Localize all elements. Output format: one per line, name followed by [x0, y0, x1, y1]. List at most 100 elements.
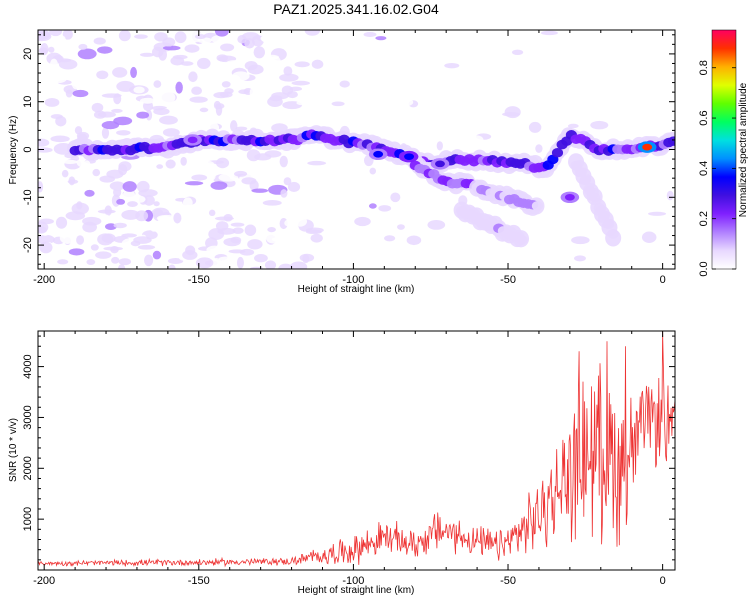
spectrogram-noise-cell: [118, 258, 132, 266]
spectrogram-noise-cell: [50, 72, 68, 84]
spectrogram-noise-cell: [438, 241, 450, 250]
spectrogram-noise-cell: [97, 111, 116, 118]
spectrogram-noise-cell: [294, 61, 310, 68]
spectrogram-noise-cell: [182, 197, 193, 209]
snr-x-tick-label: 0: [660, 575, 666, 587]
spectrogram-noise-cell: [188, 71, 198, 83]
figure-title: PAZ1.2025.341.16.02.G04: [273, 1, 439, 17]
spectrogram-noise-cell: [57, 259, 69, 265]
spectrogram-noise-cell: [133, 236, 152, 244]
spectrogram-noise-cell: [55, 216, 68, 229]
spectrogram-peak-core: [373, 150, 384, 158]
snr-x-tick-label: -50: [500, 575, 516, 587]
spectrogram-noise-cell: [133, 86, 145, 94]
spectrogram-noise-cell: [97, 46, 113, 54]
spectrogram-noise-cell: [291, 210, 310, 215]
spectrogram-noise-cell: [38, 138, 50, 147]
spectrogram-noise-cell: [378, 205, 392, 212]
spectrogram-noise-cell: [61, 169, 69, 178]
spectrogram-ridge-cell: [531, 201, 543, 211]
spectrogram-noise-cell: [44, 97, 60, 107]
spectrogram-noise-cell: [230, 222, 245, 227]
spectrogram-noise-cell: [184, 181, 204, 186]
spectrogram-ridge-cell: [589, 192, 601, 203]
spectrogram-noise-cell: [39, 241, 53, 254]
spectrogram-ridge-cell: [667, 136, 675, 146]
spectrogram-noise-cell: [38, 226, 47, 234]
spectrogram-x-axis: -200 -150 -100 -50 0: [33, 30, 666, 286]
spectrogram-noise-cell: [216, 54, 229, 62]
colorbar-frame: [711, 29, 737, 270]
spectrogram-noise-cell: [208, 209, 216, 217]
spectrogram-noise-cell: [158, 48, 168, 61]
spectrogram-noise-cell: [136, 111, 150, 119]
spectrogram-ridge-cell: [602, 219, 615, 230]
spectrogram-noise-cell: [153, 80, 162, 88]
spectrogram-noise-cell: [291, 80, 310, 86]
spectrogram-noise-cell: [280, 189, 288, 198]
spectrogram-noise-cell: [571, 236, 590, 245]
spectrogram-noise-cell: [502, 112, 521, 117]
spectrogram-noise-cell: [130, 66, 137, 79]
spectrogram-noise-cell: [197, 57, 211, 69]
spectrogram-noise-cell: [279, 73, 299, 82]
spectrogram-noise-cell: [38, 147, 53, 153]
spectrogram-noise-cell: [38, 209, 51, 215]
spectrogram-noise-cell: [134, 34, 148, 39]
spectrogram-noise-cell: [167, 258, 184, 265]
spectrogram-noise-cell: [214, 216, 234, 221]
spectrogram-noise-cell: [172, 54, 188, 60]
spectrogram-noise-cell: [238, 114, 258, 119]
snr-x-axis: -200 -150 -100 -50 0: [33, 331, 666, 587]
spectrogram-noise-cell: [307, 160, 327, 166]
spectrogram-y-axis: -20 -10 0 10 20: [22, 34, 675, 265]
spectrogram-noise-cell: [528, 121, 542, 133]
spectrogram-noise-cell: [230, 236, 242, 244]
spectrogram-noise-cell: [109, 181, 126, 191]
spectrogram-noise-cell: [292, 215, 308, 227]
spectrogram-noise-cell: [288, 40, 298, 46]
snr-y-axis: 1000 2000 3000 4000: [22, 335, 675, 571]
spectrogram-ridge-cell: [593, 203, 605, 213]
spectrogram-noise-cell: [249, 193, 267, 203]
spectrogram-noise-cell: [180, 61, 194, 66]
spectrogram-heatmap: [38, 30, 675, 269]
spectrogram-noise-cell: [127, 201, 138, 207]
spectrogram-noise-cell: [49, 58, 58, 71]
spectrogram-noise-cell: [339, 80, 350, 88]
spectrogram-noise-cell: [197, 160, 216, 171]
spectrogram-noise-cell: [68, 248, 85, 256]
spectrogram-noise-cell: [104, 205, 112, 216]
spectrogram-noise-cell: [363, 32, 377, 38]
spectrogram-noise-cell: [42, 188, 52, 195]
spectrogram-noise-cell: [129, 48, 139, 54]
spectrogram-noise-cell: [261, 34, 274, 43]
colorbar-tick-label: 0.8: [698, 60, 710, 75]
spectrogram-noise-cell: [195, 221, 210, 234]
spectrogram-noise-cell: [158, 60, 166, 69]
spectrogram-noise-cell: [162, 45, 181, 51]
spectrogram-noise-cell: [134, 195, 146, 203]
spectrogram-noise-cell: [121, 233, 137, 238]
snr-x-tick-label: -150: [188, 575, 210, 587]
spectrogram-noise-cell: [420, 53, 430, 63]
spectrogram-noise-cell: [535, 144, 543, 153]
snr-x-tick-label: -100: [342, 575, 364, 587]
spectrogram-noise-cell: [82, 221, 98, 233]
spectrogram-noise-cell: [180, 156, 187, 166]
spectrogram-noise-cell: [153, 107, 170, 116]
spectrogram-noise-cell: [154, 182, 174, 191]
spectrogram-noise-cell: [250, 266, 264, 269]
spectrogram-noise-cell: [199, 107, 209, 113]
spectrogram-noise-cell: [99, 175, 116, 183]
spectrogram-noise-cell: [283, 66, 293, 76]
snr-x-label: Height of straight line (km): [298, 585, 415, 596]
spectrogram-noise-cell: [427, 219, 446, 230]
colorbar-label: Normalized spectral amplitude: [738, 82, 749, 217]
spectrogram-noise-cell: [175, 81, 183, 94]
spectrogram-peak-core: [642, 143, 653, 151]
spectrogram-noise-cell: [94, 58, 101, 69]
spectrogram-noise-cell: [235, 126, 248, 131]
